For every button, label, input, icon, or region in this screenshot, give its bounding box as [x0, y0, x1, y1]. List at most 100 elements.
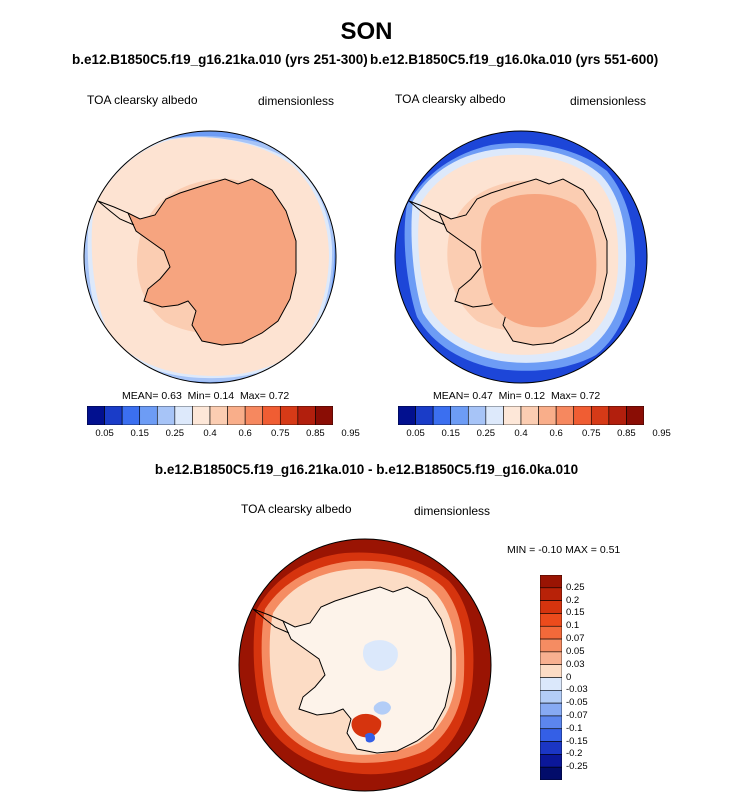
- colorbar-tick-label: 0.25: [566, 581, 585, 593]
- colorbar-box: [540, 600, 562, 614]
- difference-stats: MIN = -0.10 MAX = 0.51: [507, 544, 620, 556]
- colorbar-box: [485, 406, 504, 425]
- colorbar-box: [467, 406, 487, 425]
- colorbar-tick-label: 0.15: [130, 428, 149, 439]
- colorbar-box: [121, 406, 141, 425]
- colorbar-left-ticks: 0.05 0.15 0.25 0.4 0.6 0.75 0.85 0.95: [87, 428, 360, 442]
- panel-right-variable-label: TOA clearsky albedo: [395, 92, 506, 106]
- colorbar-tick-label: 0.4: [514, 428, 528, 439]
- colorbar-tick-label: 0.03: [566, 658, 585, 670]
- diff-negative-patch: [362, 640, 398, 671]
- max-value: 0.72: [268, 390, 290, 402]
- colorbar-tick-label: -0.07: [566, 709, 588, 721]
- colorbar-box: [540, 625, 562, 640]
- colorbar-tick-label: -0.03: [566, 684, 588, 696]
- colorbar-tick-label: 0.6: [549, 428, 563, 439]
- colorbar-tick-label: 0.85: [306, 428, 325, 439]
- colorbar-difference: [540, 575, 562, 780]
- colorbar-box: [279, 406, 299, 425]
- mean-label: MEAN=: [433, 390, 470, 402]
- colorbar-box: [398, 406, 416, 425]
- min-label: Min=: [498, 390, 522, 402]
- colorbar-right: [398, 406, 644, 425]
- colorbar-tick-label: -0.25: [566, 761, 588, 773]
- colorbar-tick-label: 0.15: [566, 607, 585, 619]
- colorbar-box: [262, 406, 281, 425]
- colorbar-box: [540, 715, 562, 730]
- colorbar-box: [626, 406, 644, 425]
- colorbar-box: [139, 406, 158, 425]
- colorbar-tick-label: 0: [566, 671, 572, 683]
- colorbar-box: [540, 702, 562, 717]
- colorbar-tick-label: -0.05: [566, 697, 588, 709]
- min-label: Min=: [187, 390, 211, 402]
- colorbar-right-ticks: 0.05 0.15 0.25 0.4 0.6 0.75 0.85 0.95: [398, 428, 671, 442]
- map-panel-right: [394, 130, 648, 384]
- max-value: 0.51: [599, 544, 621, 556]
- difference-title: b.e12.B1850C5.f19_g16.21ka.010 - b.e12.B…: [154, 462, 579, 477]
- map-right-peninsula: [408, 200, 446, 226]
- colorbar-tick-label: 0.75: [582, 428, 601, 439]
- diff-antarctica: [281, 586, 452, 754]
- colorbar-box: [520, 406, 539, 425]
- colorbar-box: [540, 664, 562, 678]
- difference-units-label: dimensionless: [414, 504, 491, 518]
- max-value: 0.72: [579, 390, 601, 402]
- mean-value: 0.63: [161, 390, 182, 402]
- panel-left-units-label: dimensionless: [258, 94, 335, 108]
- colorbar-box: [450, 406, 469, 425]
- diff-ross-hotspot: [351, 713, 382, 738]
- map-left-peninsula: [97, 200, 135, 226]
- map-panel-left: [83, 130, 337, 384]
- season-title: SON: [340, 18, 393, 45]
- colorbar-box: [540, 766, 562, 780]
- max-label: Max=: [550, 390, 577, 402]
- colorbar-box: [540, 575, 562, 589]
- diff-blue-spot: [365, 732, 375, 743]
- colorbar-left: [87, 406, 333, 425]
- colorbar-tick-label: 0.05: [406, 428, 425, 439]
- panel-right-units-label: dimensionless: [570, 94, 647, 108]
- map-right-land-interior: [481, 193, 597, 328]
- colorbar-difference-ticks: 0.25 0.2 0.15 0.1 0.07 0.05 0.03 0 -0.03 -0.05 -0.…: [566, 575, 626, 780]
- colorbar-box: [540, 754, 562, 768]
- colorbar-tick-label: 0.07: [566, 633, 585, 645]
- colorbar-box: [590, 406, 610, 425]
- colorbar-box: [209, 406, 228, 425]
- colorbar-box: [174, 406, 193, 425]
- colorbar-tick-label: 0.1: [566, 620, 580, 632]
- colorbar-tick-label: 0.15: [441, 428, 460, 439]
- colorbar-tick-label: -0.1: [566, 722, 583, 734]
- colorbar-tick-label: 0.95: [652, 428, 671, 439]
- panel-right-stats: MEAN= 0.47 Min= 0.12 Max= 0.72: [433, 390, 600, 402]
- colorbar-tick-label: 0.4: [203, 428, 217, 439]
- colorbar-tick-label: 0.95: [341, 428, 360, 439]
- case-title-right: b.e12.B1850C5.f19_g16.0ka.010 (yrs 551-6…: [370, 52, 659, 67]
- colorbar-box: [540, 613, 562, 627]
- colorbar-box: [244, 406, 264, 425]
- colorbar-box: [227, 406, 246, 425]
- colorbar-tick-label: 0.05: [95, 428, 114, 439]
- colorbar-box: [297, 406, 316, 425]
- case-title-left: b.e12.B1850C5.f19_g16.21ka.010 (yrs 251-…: [72, 52, 368, 67]
- colorbar-box: [315, 406, 333, 425]
- difference-variable-label: TOA clearsky albedo: [241, 502, 352, 516]
- panel-left-stats: MEAN= 0.63 Min= 0.14 Max= 0.72: [122, 390, 289, 402]
- colorbar-box: [540, 741, 562, 755]
- max-label: MAX =: [565, 544, 597, 556]
- diff-negative-spot: [373, 701, 391, 715]
- map-left-antarctica: [126, 178, 297, 346]
- colorbar-tick-label: 0.25: [165, 428, 185, 439]
- colorbar-box: [503, 406, 522, 425]
- colorbar-box: [540, 677, 562, 691]
- min-value: 0.12: [524, 390, 546, 402]
- colorbar-box: [87, 406, 105, 425]
- colorbar-box: [192, 406, 211, 425]
- min-value: 0.14: [213, 390, 235, 402]
- max-label: Max=: [239, 390, 266, 402]
- colorbar-box: [104, 406, 123, 425]
- colorbar-box: [540, 690, 562, 704]
- colorbar-box: [540, 587, 562, 601]
- colorbar-box: [156, 406, 176, 425]
- min-value: -0.10: [538, 544, 563, 556]
